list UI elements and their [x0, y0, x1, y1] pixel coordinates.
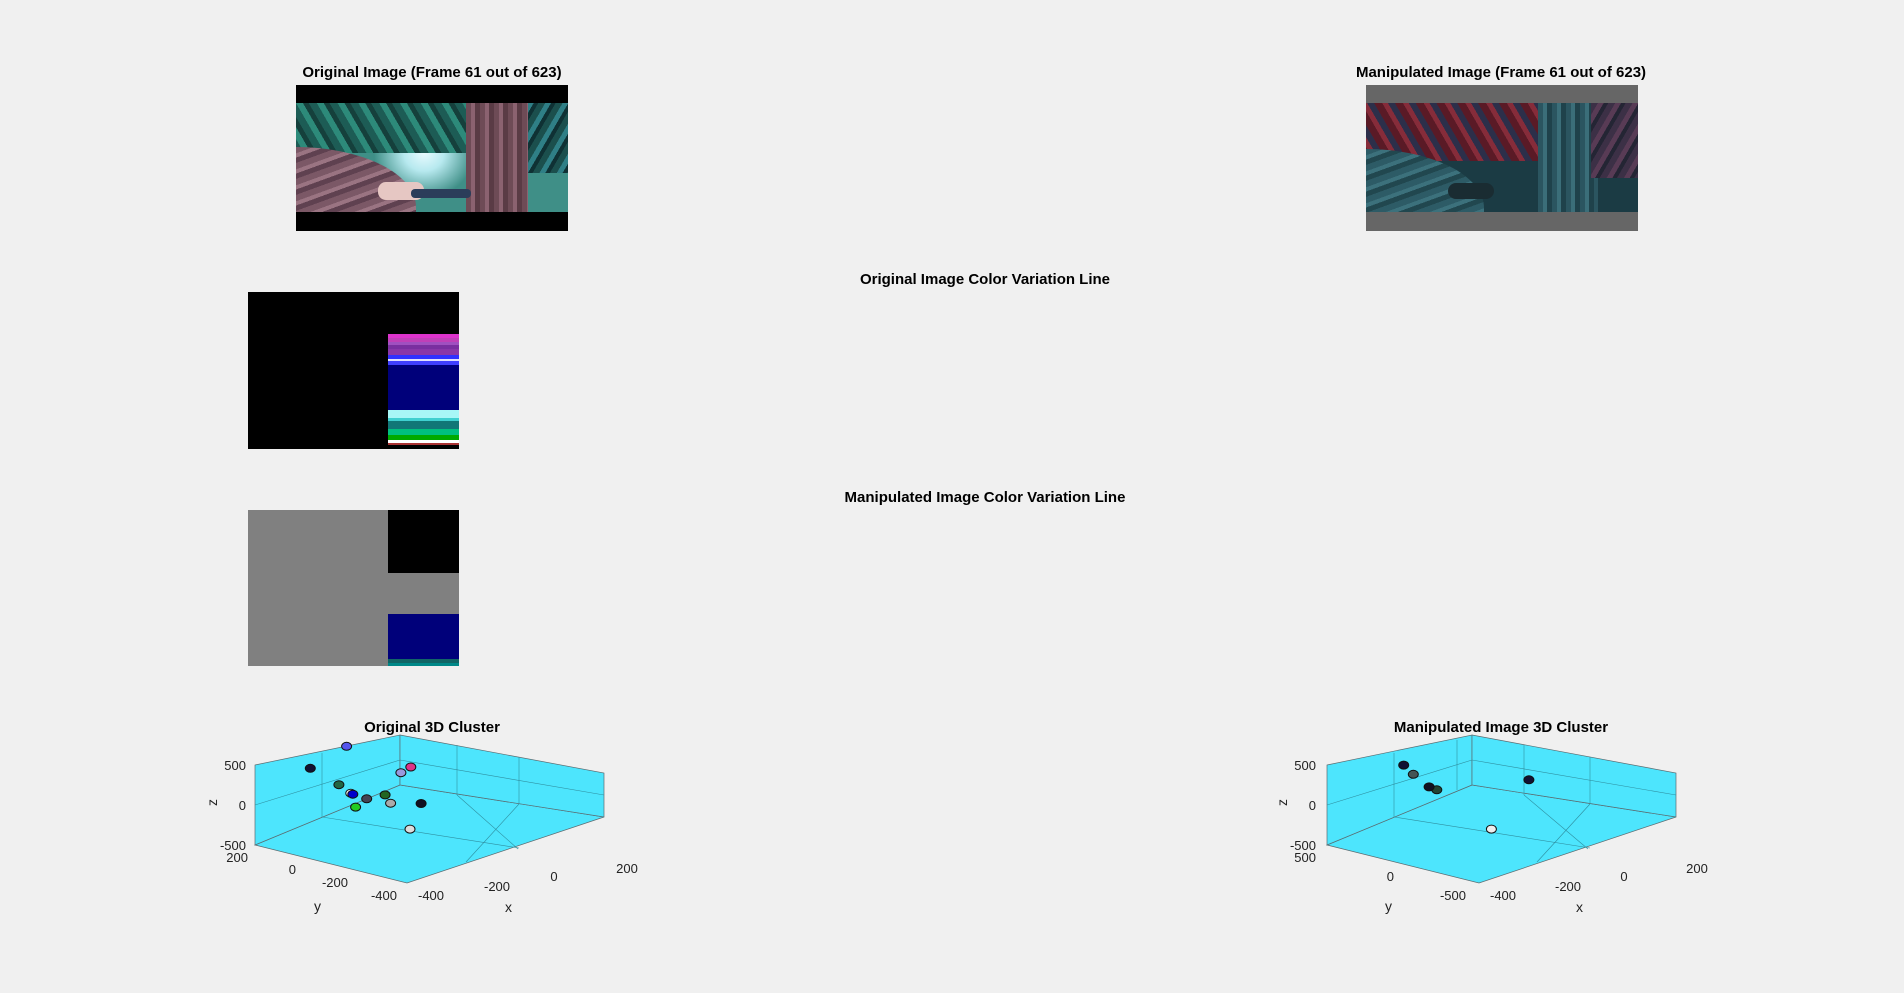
y-tick-neg200: -200 — [322, 875, 348, 890]
x-tick-0: 0 — [550, 869, 557, 884]
manipulated-color-line-title: Manipulated Image Color Variation Line — [844, 489, 1126, 506]
original-cluster-title: Original 3D Cluster — [364, 719, 500, 736]
scatter-point-0 — [341, 741, 353, 751]
z-tick-neg500: -500 — [1290, 838, 1316, 853]
manipulated-frame-image — [1366, 85, 1638, 231]
scatter-point-6 — [385, 798, 397, 808]
manipulated-image-title: Manipulated Image (Frame 61 out of 623) — [1355, 64, 1647, 81]
y-tick-0: 0 — [289, 862, 296, 877]
y-tick-0: 0 — [1387, 869, 1394, 884]
y-tick-neg400: -400 — [371, 888, 397, 903]
scatter-point-5 — [361, 794, 373, 804]
scatter-point-8 — [379, 790, 391, 800]
x-tick-200: 200 — [1686, 861, 1708, 876]
x-tick-neg400: -400 — [1490, 888, 1516, 903]
manipulated-color-variation-image — [248, 510, 459, 666]
scatter-point-7 — [404, 824, 416, 834]
y-axis-label: y — [1385, 898, 1392, 914]
scatter-point-0 — [1398, 760, 1410, 770]
back-pane-right — [1471, 734, 1677, 818]
scatter-point-12 — [415, 799, 427, 808]
x-axis-label: x — [1576, 899, 1583, 915]
y-axis-label: y — [314, 898, 321, 914]
x-tick-neg400: -400 — [418, 888, 444, 903]
original-color-variation-image — [248, 292, 459, 449]
y-tick-neg500: -500 — [1440, 888, 1466, 903]
y-tick-200: 200 — [226, 850, 248, 865]
x-tick-neg200: -200 — [1555, 879, 1581, 894]
scatter-point-5 — [1523, 775, 1535, 785]
z-tick-500: 500 — [1294, 758, 1316, 773]
z-tick-500: 500 — [224, 758, 246, 773]
original-image-title: Original Image (Frame 61 out of 623) — [302, 64, 562, 81]
z-tick-neg500: -500 — [220, 838, 246, 853]
scatter-point-2 — [1407, 769, 1419, 779]
original-frame-image — [296, 85, 568, 231]
scatter-point-4 — [1423, 782, 1435, 792]
z-tick-0: 0 — [239, 798, 246, 813]
z-axis-label: z — [204, 799, 220, 806]
z-axis-label: z — [1274, 799, 1290, 806]
z-tick-0: 0 — [1309, 798, 1316, 813]
x-tick-0: 0 — [1620, 869, 1627, 884]
scatter-point-10 — [405, 762, 417, 772]
manipulated-cluster-title: Manipulated Image 3D Cluster — [1393, 719, 1609, 736]
scatter-point-11 — [350, 802, 362, 812]
scatter-point-4 — [347, 789, 359, 799]
x-axis-label: x — [505, 899, 512, 915]
original-color-line-title: Original Image Color Variation Line — [859, 271, 1111, 288]
scatter-point-9 — [395, 768, 407, 778]
scatter-point-2 — [304, 763, 316, 773]
scatter-point-3 — [1485, 824, 1497, 834]
x-tick-neg200: -200 — [484, 879, 510, 894]
x-tick-200: 200 — [616, 861, 638, 876]
y-tick-500: 500 — [1294, 850, 1316, 865]
scatter-point-1 — [333, 780, 345, 790]
